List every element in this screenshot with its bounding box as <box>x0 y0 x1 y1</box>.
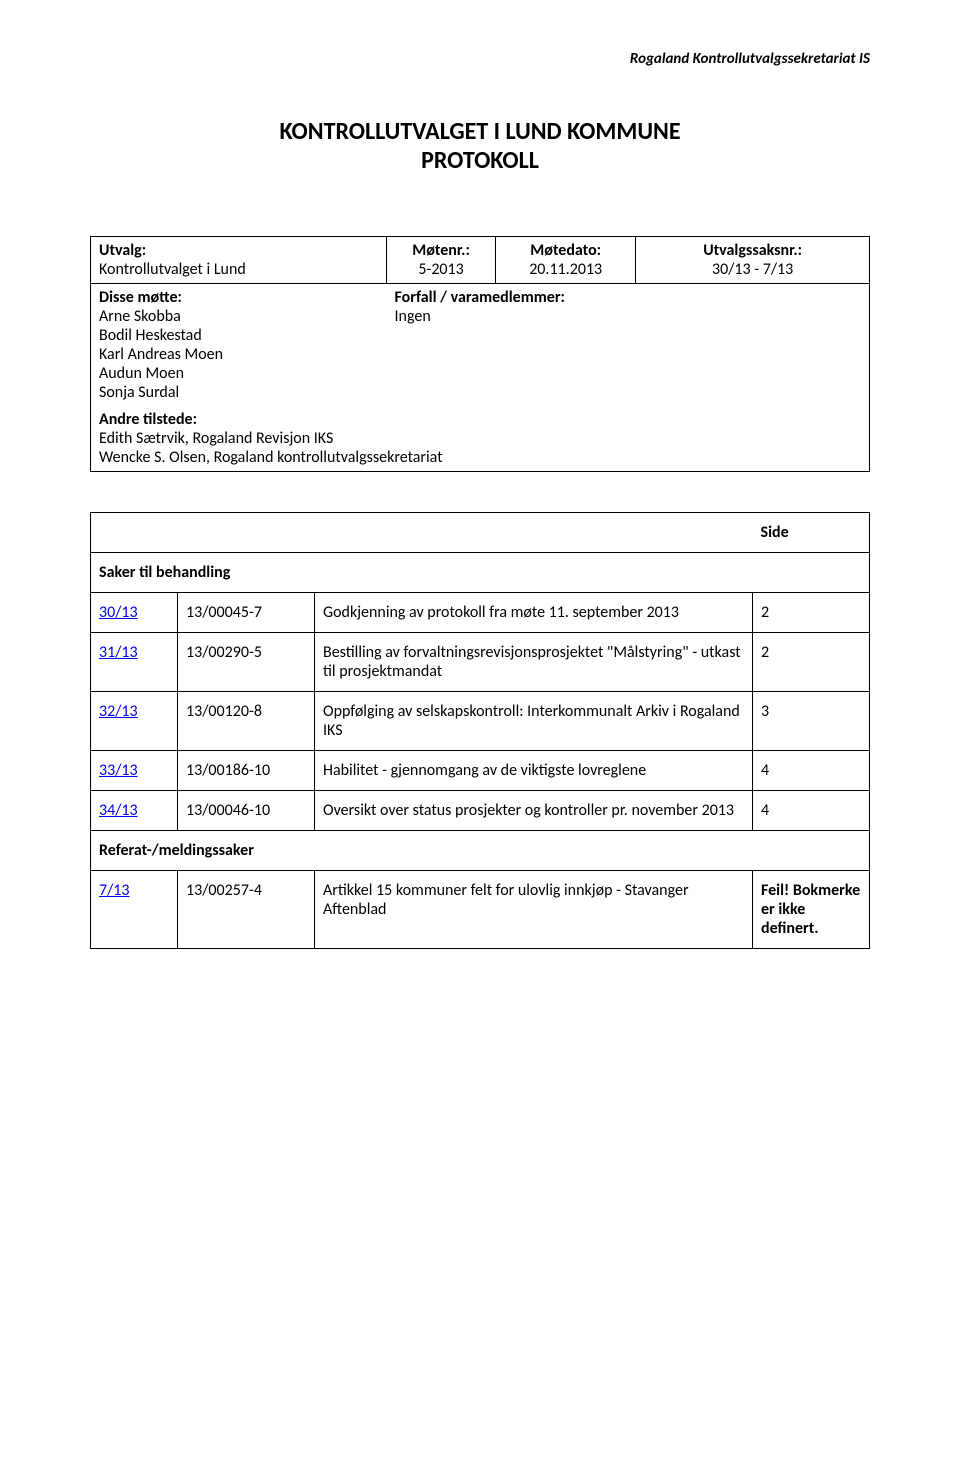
motenr-label: Møtenr.: <box>412 241 470 260</box>
table-row: 31/13 13/00290-5 Bestilling av forvaltni… <box>91 632 870 691</box>
attendee: Arne Skobba <box>99 307 181 326</box>
sak-link[interactable]: 7/13 <box>99 881 130 900</box>
motedato-label: Møtedato: <box>530 241 601 260</box>
arkiv-no: 13/00290-5 <box>178 632 315 691</box>
org-header: Rogaland Kontrollutvalgssekretariat IS <box>90 50 870 68</box>
meta-table: Utvalg: Kontrollutvalget i Lund Møtenr.:… <box>90 236 870 472</box>
sak-page: 4 <box>753 790 870 830</box>
sak-title: Artikkel 15 kommuner felt for ulovlig in… <box>315 870 753 948</box>
motedato-value: 20.11.2013 <box>529 260 602 279</box>
section2-label: Referat-/meldingssaker <box>99 841 254 860</box>
andre-tilstede: Edith Sætrvik, Rogaland Revisjon IKS <box>99 429 333 448</box>
table-row: 32/13 13/00120-8 Oppfølging av selskapsk… <box>91 691 870 750</box>
section1-label: Saker til behandling <box>99 563 230 582</box>
sak-title: Godkjenning av protokoll fra møte 11. se… <box>315 592 753 632</box>
forfall-label: Forfall / varamedlemmer: <box>395 288 565 307</box>
attendee: Bodil Heskestad <box>99 326 202 345</box>
sak-page: 2 <box>753 592 870 632</box>
sak-title: Habilitet - gjennomgang av de viktigste … <box>315 750 753 790</box>
sak-page: 2 <box>753 632 870 691</box>
table-row: 33/13 13/00186-10 Habilitet - gjennomgan… <box>91 750 870 790</box>
saksnr-label: Utvalgssaksnr.: <box>703 241 802 260</box>
sak-link[interactable]: 30/13 <box>99 603 138 622</box>
title-line2: PROTOKOLL <box>421 146 539 175</box>
attendee: Audun Moen <box>99 364 184 383</box>
andre-tilstede-label: Andre tilstede: <box>99 410 197 429</box>
utvalg-value: Kontrollutvalget i Lund <box>99 260 246 279</box>
sak-page: 3 <box>753 691 870 750</box>
arkiv-no: 13/00046-10 <box>178 790 315 830</box>
saker-table: Side Saker til behandling 30/13 13/00045… <box>90 512 870 949</box>
attendee: Karl Andreas Moen <box>99 345 223 364</box>
arkiv-no: 13/00045-7 <box>178 592 315 632</box>
sak-title: Bestilling av forvaltningsrevisjonsprosj… <box>315 632 753 691</box>
disse-motte-label: Disse møtte: <box>99 288 182 307</box>
table-row: 34/13 13/00046-10 Oversikt over status p… <box>91 790 870 830</box>
sak-link[interactable]: 33/13 <box>99 761 138 780</box>
motenr-value: 5-2013 <box>418 260 463 279</box>
side-label: Side <box>761 523 862 542</box>
page: Rogaland Kontrollutvalgssekretariat IS K… <box>0 0 960 1465</box>
arkiv-no: 13/00120-8 <box>178 691 315 750</box>
utvalg-label: Utvalg: <box>99 241 146 260</box>
andre-tilstede: Wencke S. Olsen, Rogaland kontrollutvalg… <box>99 448 443 467</box>
sak-link[interactable]: 34/13 <box>99 801 138 820</box>
arkiv-no: 13/00186-10 <box>178 750 315 790</box>
attendee: Sonja Surdal <box>99 383 179 402</box>
arkiv-no: 13/00257-4 <box>178 870 315 948</box>
saksnr-value: 30/13 - 7/13 <box>712 260 793 279</box>
sak-title: Oversikt over status prosjekter og kontr… <box>315 790 753 830</box>
sak-link[interactable]: 32/13 <box>99 702 138 721</box>
forfall-value: Ingen <box>395 307 431 326</box>
table-row: 30/13 13/00045-7 Godkjenning av protokol… <box>91 592 870 632</box>
sak-page: Feil! Bokmerke er ikke definert. <box>753 870 870 948</box>
sak-page: 4 <box>753 750 870 790</box>
document-title: KONTROLLUTVALGET I LUND KOMMUNE PROTOKOL… <box>90 118 870 176</box>
sak-title: Oppfølging av selskapskontroll: Interkom… <box>315 691 753 750</box>
sak-link[interactable]: 31/13 <box>99 643 138 662</box>
title-line1: KONTROLLUTVALGET I LUND KOMMUNE <box>279 117 680 146</box>
table-row: 7/13 13/00257-4 Artikkel 15 kommuner fel… <box>91 870 870 948</box>
